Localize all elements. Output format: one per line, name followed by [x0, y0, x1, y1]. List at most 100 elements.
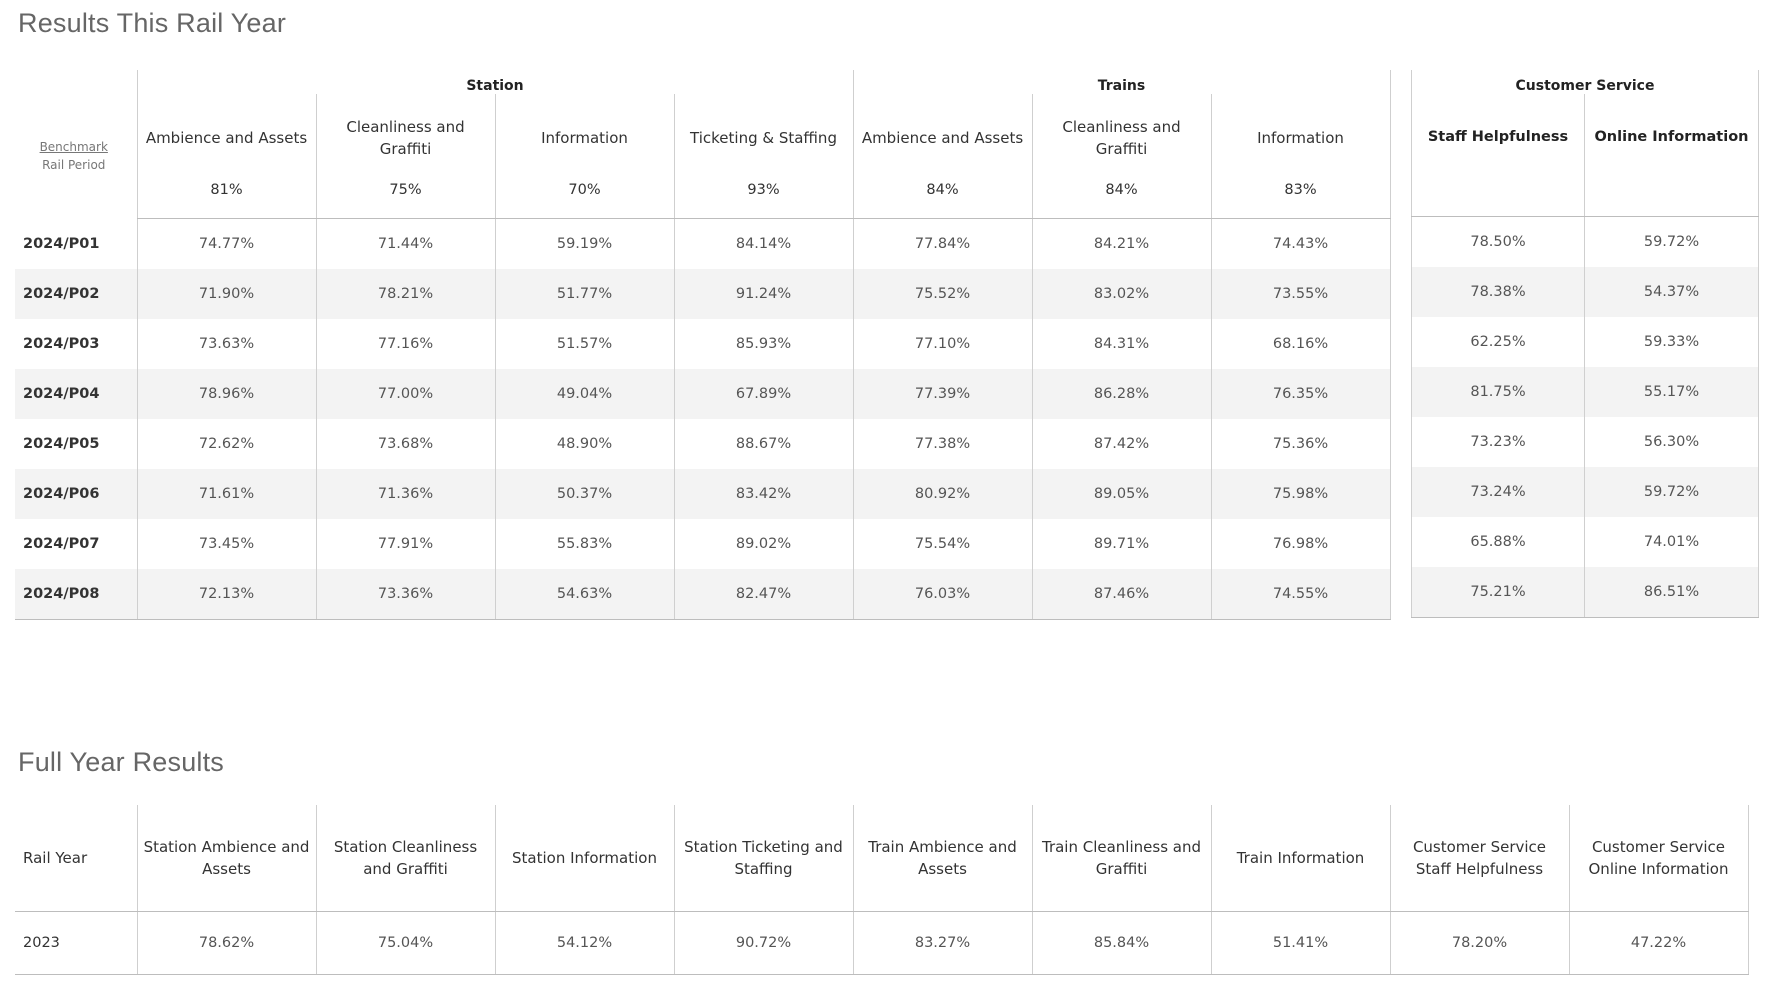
table-row: 2024/P05 72.62% 73.68% 48.90% 88.67% 77.38% 87…	[15, 419, 1391, 469]
table-cell: 51.77%	[494, 269, 674, 319]
column-header[interactable]: Online Information	[1584, 94, 1759, 180]
column-header[interactable]: Information	[1210, 94, 1391, 182]
table-cell: 86.28%	[1031, 369, 1211, 419]
rail-period-cell: 2024/P04	[15, 369, 137, 419]
table-cell: 84.14%	[673, 218, 853, 269]
group-header-station: Station	[136, 70, 853, 94]
table-cell: 71.61%	[136, 469, 316, 519]
benchmark-value: 84%	[1031, 182, 1211, 219]
column-header[interactable]: Ticketing & Staffing	[673, 94, 853, 182]
table-row: 78.50% 59.72%	[1411, 216, 1759, 267]
full-year-results-title: Full Year Results	[18, 747, 225, 777]
table-cell: 67.89%	[673, 369, 853, 419]
table-cell: 78.62%	[136, 911, 316, 975]
table-cell: 77.10%	[852, 319, 1032, 369]
table-cell: 77.39%	[852, 369, 1032, 419]
table-cell: 73.24%	[1411, 467, 1585, 517]
table-cell: 80.92%	[852, 469, 1032, 519]
table-cell: 73.55%	[1210, 269, 1391, 319]
column-header[interactable]: Station Information	[494, 805, 674, 912]
header-legend: Benchmark Rail Period	[15, 94, 137, 219]
column-header[interactable]: Station Ticketing and Staffing	[673, 805, 853, 912]
benchmark-legend-label[interactable]: Benchmark	[39, 140, 108, 155]
table-cell: 59.72%	[1584, 216, 1759, 267]
table-cell: 71.90%	[136, 269, 316, 319]
rail-year-cell: 2023	[15, 911, 137, 975]
column-header[interactable]: Rail Year	[15, 805, 137, 912]
table-cell: 49.04%	[494, 369, 674, 419]
group-header-trains: Trains	[852, 70, 1391, 94]
column-header[interactable]: Cleanliness and Graffiti	[1031, 94, 1211, 182]
table-cell: 90.72%	[673, 911, 853, 975]
table-row: 2024/P01 74.77% 71.44% 59.19% 84.14% 77.84% 84…	[15, 218, 1391, 269]
table-cell: 71.36%	[315, 469, 495, 519]
corner-cell	[15, 70, 137, 94]
table-cell: 86.51%	[1584, 567, 1759, 618]
results-this-rail-year-title: Results This Rail Year	[18, 8, 287, 38]
rail-period-cell: 2024/P06	[15, 469, 137, 519]
table-row: 75.21% 86.51%	[1411, 567, 1759, 618]
table-cell: 74.43%	[1210, 218, 1391, 269]
table-row: 62.25% 59.33%	[1411, 317, 1759, 367]
column-header[interactable]: Staff Helpfulness	[1411, 94, 1585, 180]
table-cell: 78.50%	[1411, 216, 1585, 267]
table-cell: 89.71%	[1031, 519, 1211, 569]
table-cell: 74.77%	[136, 218, 316, 269]
column-header[interactable]: Train Information	[1210, 805, 1390, 912]
table-cell: 59.19%	[494, 218, 674, 269]
table-cell: 88.67%	[673, 419, 853, 469]
table-cell: 54.63%	[494, 569, 674, 620]
table-cell: 78.21%	[315, 269, 495, 319]
column-header[interactable]: Train Ambience and Assets	[852, 805, 1032, 912]
rail-period-cell: 2024/P07	[23, 536, 100, 552]
benchmark-value: 75%	[315, 182, 495, 219]
table-cell: 75.52%	[852, 269, 1032, 319]
table-cell: 59.72%	[1584, 467, 1759, 517]
table-cell: 91.24%	[673, 269, 853, 319]
table-cell: 75.21%	[1411, 567, 1585, 618]
table-cell: 73.23%	[1411, 417, 1585, 467]
table-cell: 76.35%	[1210, 369, 1391, 419]
table-row: 2024/P02 71.90% 78.21% 51.77% 91.24% 75.52% 83…	[15, 269, 1391, 319]
column-header[interactable]: Customer Service Staff Helpfulness	[1389, 805, 1569, 912]
table-cell: 83.42%	[673, 469, 853, 519]
column-header[interactable]: Train Cleanliness and Graffiti	[1031, 805, 1211, 912]
column-header[interactable]: Station Cleanliness and Graffiti	[315, 805, 495, 912]
table-cell: 77.00%	[315, 369, 495, 419]
table-cell: 59.33%	[1584, 317, 1759, 367]
rail-period-cell: 2024/P02	[15, 269, 137, 319]
column-header[interactable]: Ambience and Assets	[852, 94, 1032, 182]
table-cell: 84.21%	[1031, 218, 1211, 269]
table-cell: 78.38%	[1411, 267, 1585, 317]
table-row: 2024/P08 72.13% 73.36% 54.63% 82.47% 76.03% 87…	[15, 569, 1391, 620]
table-row: 2023 78.62% 75.04% 54.12% 90.72% 83.27% 85.84%…	[15, 911, 1749, 975]
table-cell: 73.45%	[136, 519, 316, 569]
benchmark-value: 81%	[136, 182, 316, 219]
table-row: 78.38% 54.37%	[1411, 267, 1759, 317]
table-cell: 82.47%	[673, 569, 853, 620]
table-cell: 85.84%	[1031, 911, 1211, 975]
column-header[interactable]: Customer Service Online Information	[1568, 805, 1749, 912]
benchmark-value: 70%	[494, 182, 674, 219]
column-header[interactable]: Ambience and Assets	[136, 94, 316, 182]
table-cell: 71.44%	[315, 218, 495, 269]
rail-period-cell: 2024/P01	[23, 235, 100, 252]
table-cell: 56.30%	[1584, 417, 1759, 467]
table-cell: 77.91%	[315, 519, 495, 569]
table-cell: 51.57%	[494, 319, 674, 369]
table-cell: 76.03%	[852, 569, 1032, 620]
table-row: 65.88% 74.01%	[1411, 517, 1759, 567]
table-cell: 87.42%	[1031, 419, 1211, 469]
table-row: 2024/P07 73.45% 77.91% 55.83% 89.02% 75.54% 89…	[15, 519, 1391, 569]
table-cell: 51.41%	[1210, 911, 1390, 975]
table-cell: 72.13%	[136, 569, 316, 620]
column-header[interactable]: Station Ambience and Assets	[136, 805, 316, 912]
column-header[interactable]: Cleanliness and Graffiti	[315, 94, 495, 182]
column-header[interactable]: Information	[494, 94, 674, 182]
table-cell: 55.83%	[494, 519, 674, 569]
benchmark-value-empty	[1411, 180, 1585, 217]
table-cell: 74.01%	[1584, 517, 1759, 567]
rail-period-cell: 2024/P03	[23, 336, 100, 352]
table-cell: 55.17%	[1584, 367, 1759, 417]
table-cell: 74.55%	[1210, 569, 1391, 620]
